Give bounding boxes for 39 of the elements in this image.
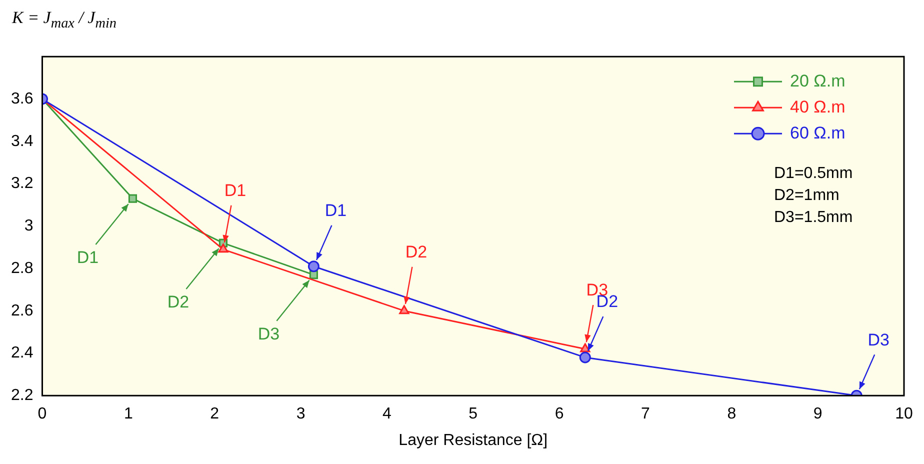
- y-tick-label: 2.2: [10, 387, 34, 404]
- legend-label: 40 Ω.m: [790, 97, 846, 116]
- y-tick-label: 3.2: [10, 175, 34, 192]
- annotation: D1: [224, 181, 246, 200]
- annotation: D3: [868, 330, 890, 350]
- x-axis-title: Layer Resistance [Ω]: [398, 432, 548, 449]
- point: [399, 305, 410, 314]
- x-tick-label: 5: [468, 406, 478, 423]
- x-tick-label: 9: [813, 406, 822, 423]
- legend-label: 60 Ω.m: [790, 123, 846, 142]
- annotation: D3: [258, 324, 280, 344]
- point: [218, 244, 228, 253]
- annotation: D2: [167, 292, 190, 312]
- point: [579, 352, 591, 364]
- y-tick-label: 2.4: [10, 344, 34, 362]
- x-tick-label: 0: [38, 406, 47, 423]
- y-tick-label: 3: [24, 218, 34, 235]
- annotation: D1: [324, 201, 347, 220]
- point: [308, 260, 320, 272]
- annotation: D1=0.5mm: [774, 165, 853, 182]
- x-tick-label: 2: [210, 406, 220, 423]
- y-tick-label: 3.4: [10, 132, 34, 150]
- annotation: D2: [405, 242, 428, 262]
- x-tick-label: 10: [895, 406, 913, 423]
- x-tick-label: 6: [554, 406, 564, 423]
- x-tick-label: 7: [641, 406, 650, 423]
- y-tick-label: 3.6: [10, 90, 34, 108]
- x-tick-label: 1: [124, 406, 133, 423]
- legend-label: 20 Ω.m: [790, 71, 846, 90]
- x-tick-label: 4: [382, 406, 392, 423]
- x-tick-label: 3: [296, 406, 306, 423]
- y-tick-label: 2.6: [10, 302, 34, 320]
- y-tick-label: 2.8: [10, 260, 34, 277]
- point: [128, 194, 138, 203]
- annotation: D1: [76, 248, 99, 268]
- annotation: D3=1.5mm: [774, 209, 853, 226]
- x-tick-label: 8: [727, 406, 736, 423]
- chart-title: K = J$_{max}$ / J$_{min}$: [10, 8, 118, 34]
- annotation: D2=1mm: [774, 187, 840, 204]
